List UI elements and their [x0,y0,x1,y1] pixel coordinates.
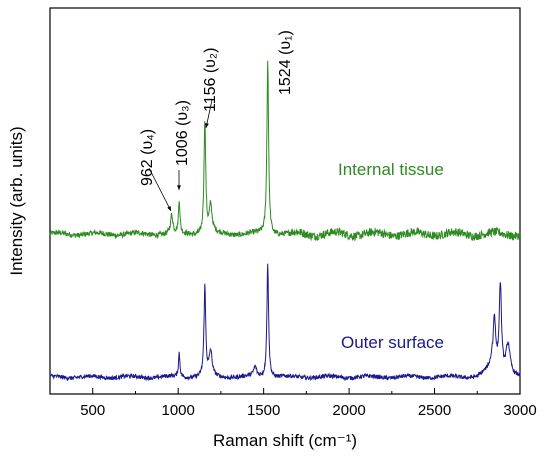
annotation-arrowhead [205,123,209,128]
x-tick-label: 500 [80,402,105,419]
annotation-arrow [148,167,172,212]
peak-label: 962 (υ₄) [139,129,156,186]
annotation-arrowhead [167,206,171,211]
peak-label: 1524 (υ₁) [277,30,294,95]
series-line-outer-surface [49,263,521,382]
series-layer [49,60,521,382]
x-tick-label: 3000 [503,402,536,419]
peak-label: 1006 (υ₃) [174,100,191,166]
series-line-internal-tissue [49,60,521,242]
plot-frame [49,7,521,395]
y-axis-title: Intensity (arb. units) [7,126,26,275]
annotation-arrow [205,99,213,129]
x-axis-title: Raman shift (cm⁻¹) [213,431,357,450]
x-tick-label: 1000 [161,402,194,419]
annotation-arrowhead [177,185,181,190]
series-label-outer-surface: Outer surface [341,333,444,352]
x-tick-label: 2000 [332,402,365,419]
x-axis-ticks: 500 1000 1500 2000 2500 3000 [49,388,537,419]
x-tick-label: 1500 [247,402,280,419]
series-label-internal-tissue: Internal tissue [338,160,444,179]
peak-annotations: 962 (υ₄) 1006 (υ₃) 1156 (υ₂) 1524 (υ₁) [139,30,294,212]
x-tick-label: 2500 [418,402,451,419]
peak-label: 1156 (υ₂) [202,48,219,112]
